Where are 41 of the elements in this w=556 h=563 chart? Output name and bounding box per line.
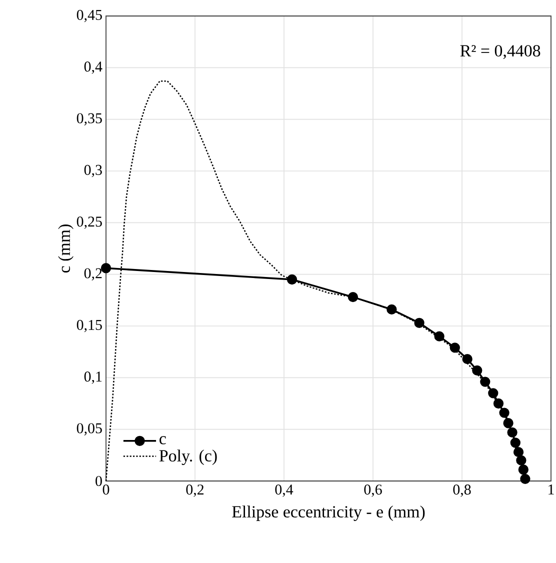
legend-label: c xyxy=(160,436,166,444)
point xyxy=(520,474,530,484)
annotation: R² = 0,4408 xyxy=(460,45,540,59)
point xyxy=(450,342,460,353)
point xyxy=(286,274,298,285)
point xyxy=(513,446,524,458)
y-tick-label: 0,05 xyxy=(76,423,102,436)
point xyxy=(518,464,528,475)
y-tick-label: 0,2 xyxy=(84,268,102,280)
y-tick-label: 0,4 xyxy=(84,62,102,74)
point xyxy=(462,354,472,364)
x-tick-label: 0,8 xyxy=(453,484,471,497)
point xyxy=(488,388,498,398)
point xyxy=(386,304,397,315)
point xyxy=(480,376,490,387)
point xyxy=(434,331,444,342)
x-tick-label: 0 xyxy=(102,484,110,495)
x-axis-title: Ellipse eccentricity - e (mm) xyxy=(232,506,425,521)
point xyxy=(499,408,510,418)
point xyxy=(472,365,482,376)
point xyxy=(100,263,112,274)
point xyxy=(503,418,514,428)
y-tick-label: 0,15 xyxy=(76,320,102,332)
y-axis-title: c (mm) xyxy=(58,224,74,273)
point xyxy=(510,438,520,448)
point xyxy=(516,455,526,466)
x-tick-label: 0,6 xyxy=(364,484,382,497)
x-tick-label: 0,4 xyxy=(275,484,294,497)
point xyxy=(414,318,424,328)
legend-label: Poly. (c) xyxy=(159,450,217,466)
x-tick-label: 0,2 xyxy=(186,484,204,497)
y-tick-label: 0,35 xyxy=(76,113,102,126)
x-tick-label: 1 xyxy=(548,484,554,494)
y-tick-label: 0,3 xyxy=(84,164,102,178)
point xyxy=(348,292,358,302)
y-tick-label: 0 xyxy=(96,476,102,486)
y-tick-label: 0,1 xyxy=(84,372,102,384)
point xyxy=(493,398,504,409)
y-tick-label: 0,25 xyxy=(76,216,102,229)
y-tick-label: 0,45 xyxy=(76,10,102,22)
point xyxy=(507,427,518,438)
